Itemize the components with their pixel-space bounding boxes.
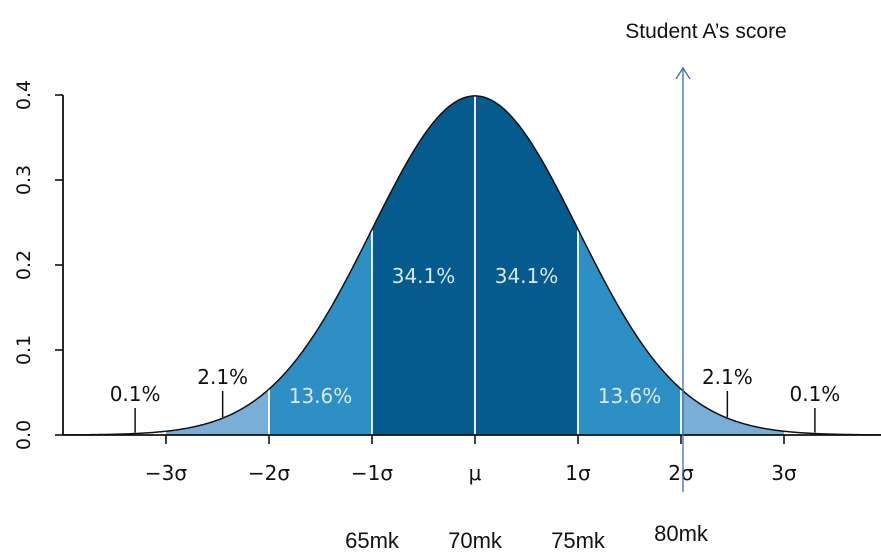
x-tick-label-4: 1σ xyxy=(565,461,591,485)
student-score-annotation: Student A’s score xyxy=(625,20,787,492)
score-label-1: 65mk xyxy=(345,528,400,553)
sigma-dividers xyxy=(268,95,682,435)
region-label-3: 34.1% xyxy=(392,264,456,288)
x-tick-label-0: −3σ xyxy=(145,461,187,485)
tail-percent-labels: 0.1% 2.1% 2.1% 0.1% xyxy=(110,365,840,433)
x-tick-label-3: μ xyxy=(469,461,482,485)
tail-label-3: 2.1% xyxy=(702,365,753,389)
tail-label-2: 2.1% xyxy=(197,365,248,389)
x-tick-label-5: 2σ xyxy=(668,461,694,485)
tail-label-4: 0.1% xyxy=(789,382,840,406)
x-tick-label-2: −1σ xyxy=(351,461,393,485)
region-4 xyxy=(475,95,578,436)
student-score-arrow-head xyxy=(675,66,691,80)
student-score-label: Student A’s score xyxy=(625,20,787,43)
y-tick-label-3: 0.3 xyxy=(13,165,35,195)
x-tick-label-1: −2σ xyxy=(248,461,290,485)
score-labels: 65mk 70mk 75mk 80mk xyxy=(345,521,709,553)
x-axis-ticks: −3σ −2σ −1σ μ 1σ 2σ 3σ xyxy=(145,435,797,485)
density-curve xyxy=(62,95,881,436)
score-label-2: 70mk xyxy=(448,528,503,553)
tail-label-1: 0.1% xyxy=(110,382,161,406)
y-tick-label-4: 0.4 xyxy=(13,80,35,110)
y-tick-label-0: 0.0 xyxy=(13,420,35,450)
region-label-4: 34.1% xyxy=(495,264,559,288)
region-3 xyxy=(372,95,475,436)
region-percent-labels: 13.6% 34.1% 34.1% 13.6% xyxy=(289,264,662,408)
region-label-2: 13.6% xyxy=(289,384,353,408)
y-tick-label-2: 0.2 xyxy=(13,250,35,280)
score-label-4: 80mk xyxy=(654,521,709,546)
region-6 xyxy=(681,389,784,435)
x-tick-label-6: 3σ xyxy=(771,461,797,485)
region-1 xyxy=(166,389,269,435)
y-tick-label-1: 0.1 xyxy=(13,335,35,365)
region-label-5: 13.6% xyxy=(598,384,662,408)
y-axis-ticks: 0.0 0.1 0.2 0.3 0.4 xyxy=(13,80,63,450)
score-label-3: 75mk xyxy=(551,528,606,553)
